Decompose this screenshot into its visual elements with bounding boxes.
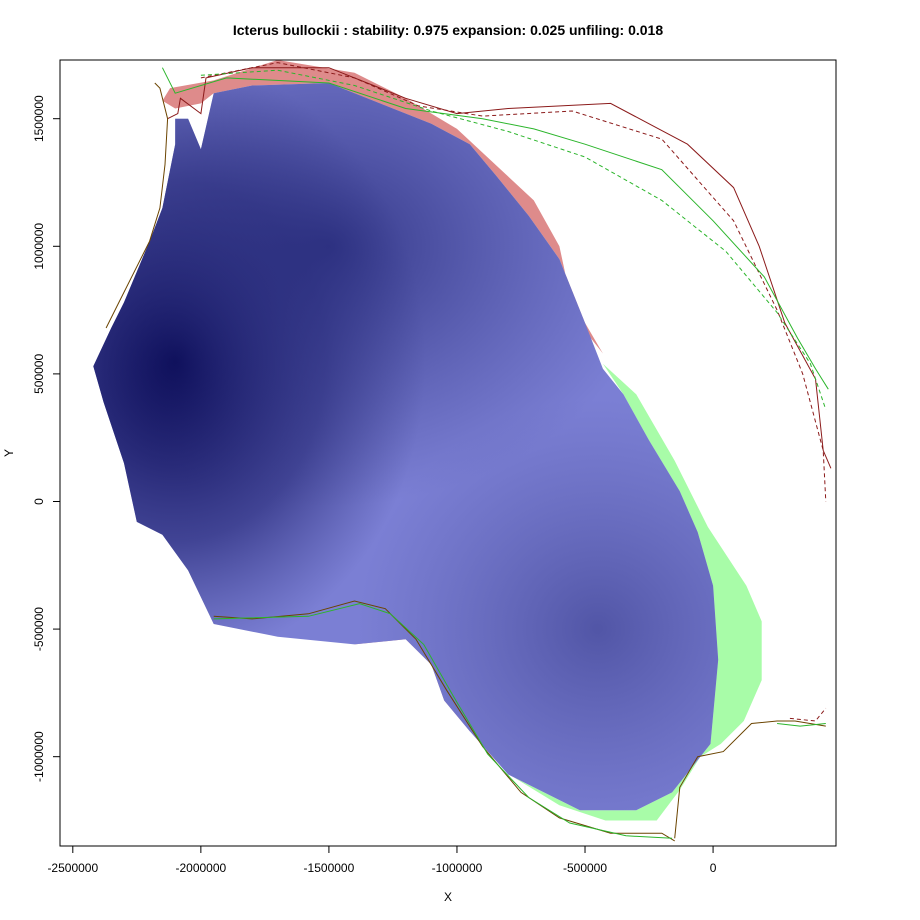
range-line-8: [674, 720, 826, 839]
range-line-3: [161, 67, 829, 390]
y-tick-label-1: -1000000: [32, 731, 46, 782]
range-line-9: [777, 723, 826, 727]
unfilling-region-1: [162, 60, 603, 354]
x-axis: -2500000 -2000000 -1500000 -1000000 -500000 0: [47, 845, 717, 875]
plot-area: [93, 60, 832, 842]
density-center-3: [357, 399, 719, 811]
chart-title: Icterus bullockii : stability: 0.975 exp…: [233, 22, 663, 38]
range-line-2: [200, 62, 827, 502]
x-tick-label-6: 0: [710, 861, 717, 875]
range-line-10: [789, 707, 827, 722]
y-axis: -1000000 -500000 0 500000 1000000 1500000: [32, 95, 61, 782]
x-tick-label-3: -1500000: [304, 861, 355, 875]
x-tick-label-2: -2000000: [175, 861, 226, 875]
x-tick-label-4: -1000000: [432, 861, 483, 875]
x-axis-label: X: [444, 890, 452, 904]
y-tick-label-3: 0: [32, 498, 46, 505]
range-line-4: [200, 69, 827, 410]
y-tick-label-5: 1000000: [32, 223, 46, 270]
x-tick-label-5: -500000: [563, 861, 607, 875]
y-tick-label-2: -500000: [32, 607, 46, 651]
range-line-7: [213, 603, 673, 839]
y-axis-label: Y: [2, 449, 16, 457]
range-line-6: [213, 600, 675, 842]
x-tick-label-1: -2500000: [47, 861, 98, 875]
range-line-1: [167, 67, 832, 469]
range-line-5: [105, 82, 169, 329]
y-tick-label-6: 1500000: [32, 95, 46, 142]
y-tick-label-4: 500000: [32, 354, 46, 394]
